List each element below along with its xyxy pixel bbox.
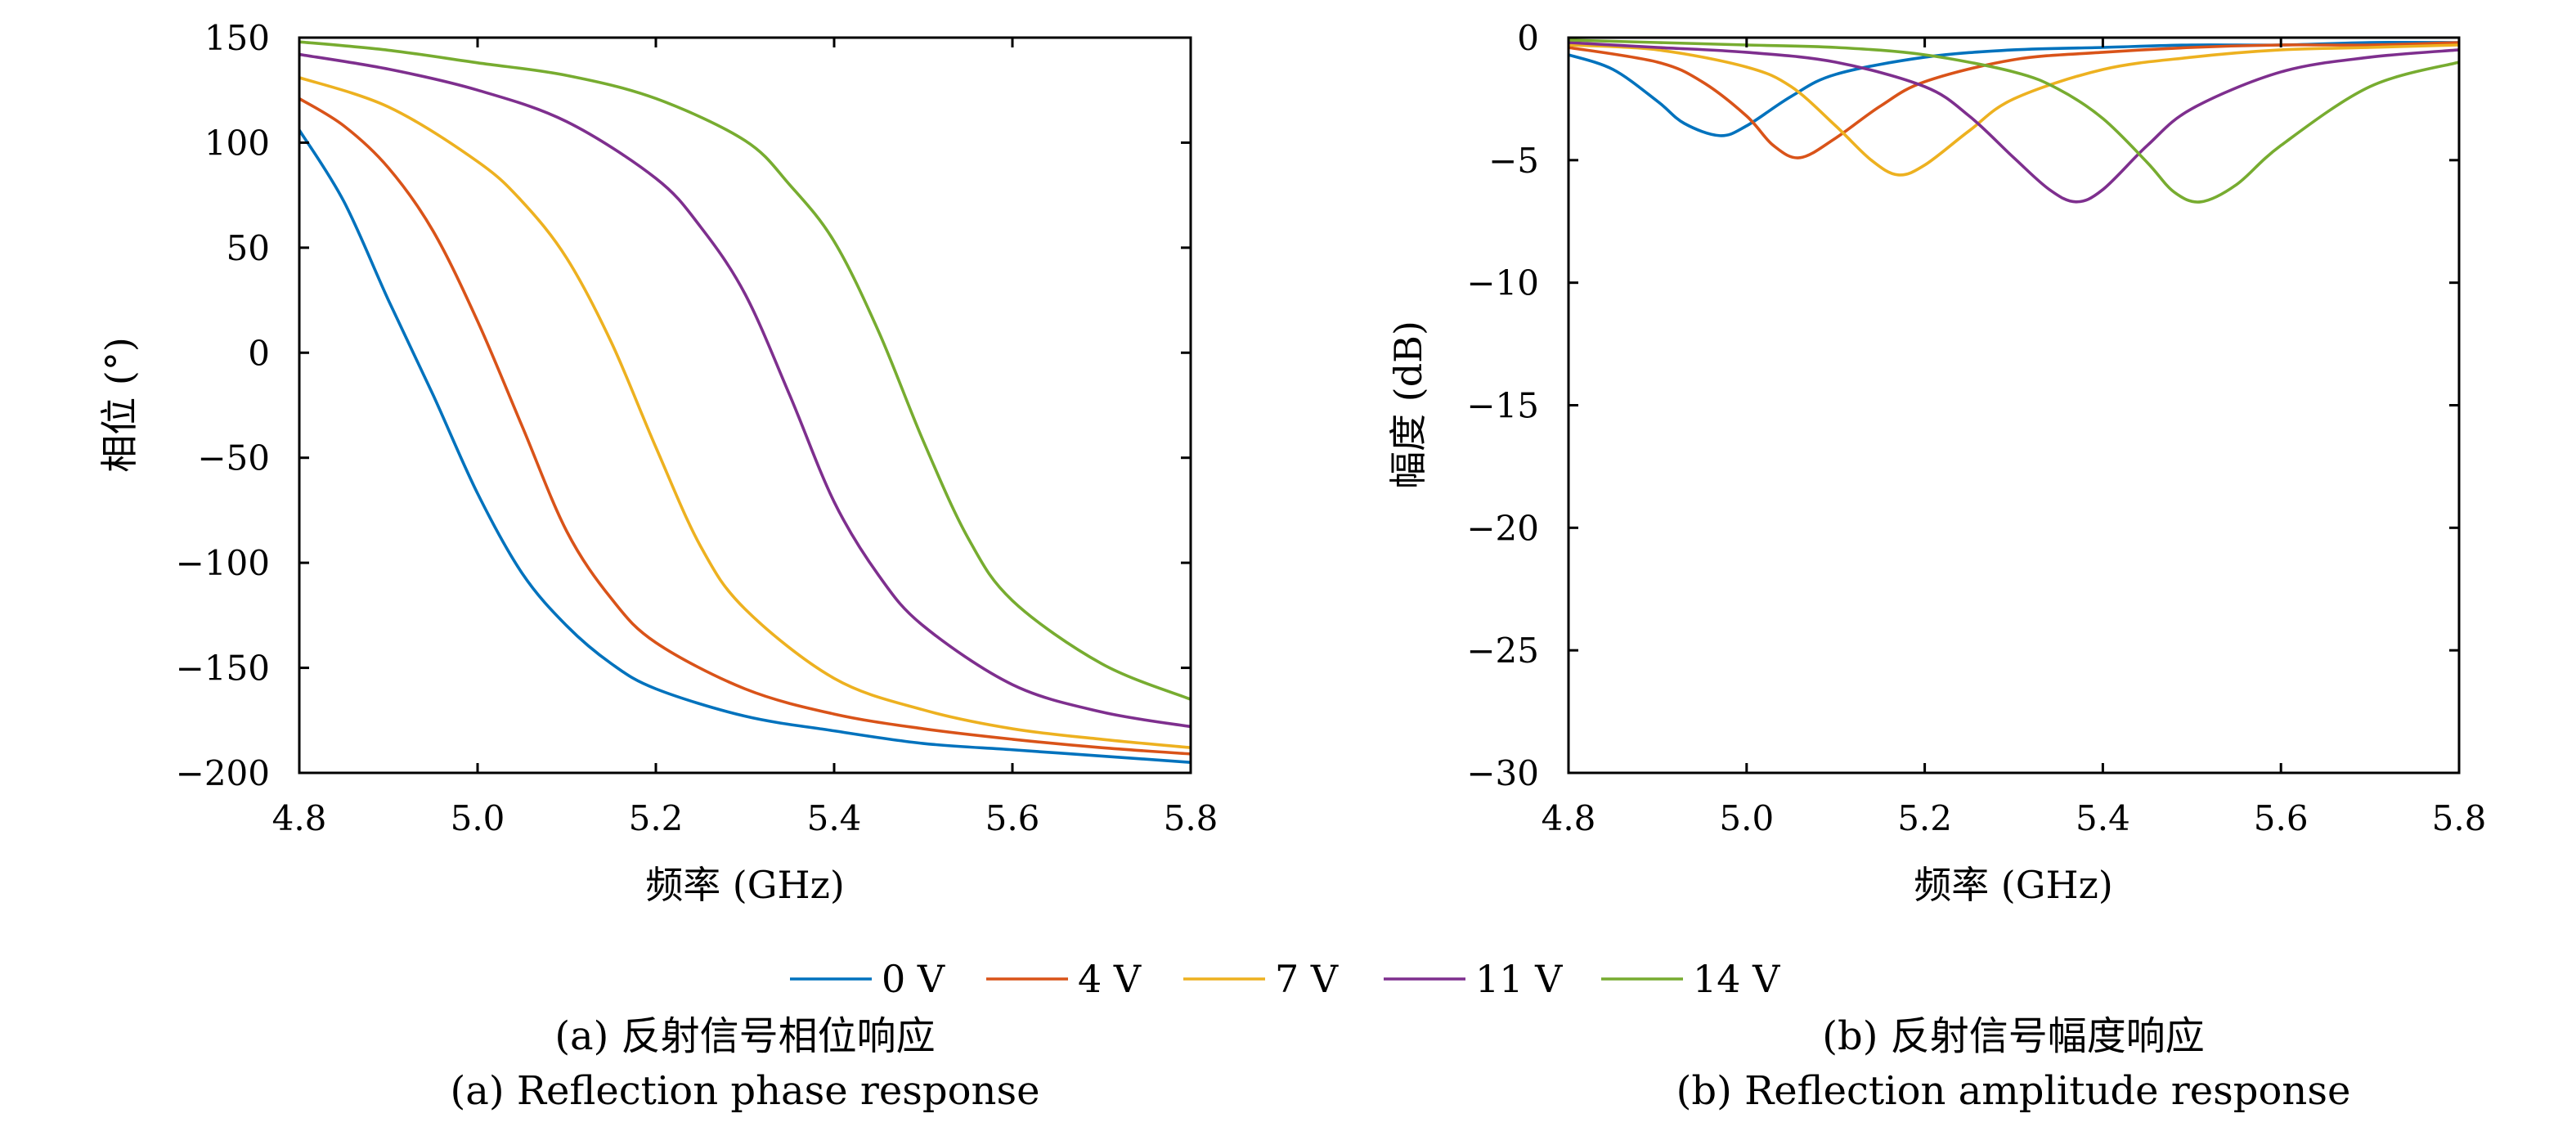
phase-y-tick-label: 150 <box>204 18 270 58</box>
amplitude-series-group <box>1568 38 2459 204</box>
legend-item: 0 V <box>790 957 945 1001</box>
phase-series-4v <box>299 97 1191 756</box>
phase-x-tick-label: 5.6 <box>985 798 1040 838</box>
caption-b-english: (b) Reflection amplitude response <box>1676 1068 2351 1114</box>
amplitude-y-axis-title: 幅度 (dB) <box>1386 321 1430 489</box>
phase-series-11v <box>299 52 1191 729</box>
phase-plot-area: 4.8 5.0 5.2 5.4 5.6 5.8 150 100 50 0 −50 −100 −150 −2… <box>176 18 1218 838</box>
phase-x-tick-label: 5.0 <box>451 798 505 838</box>
phase-y-tick-label: −200 <box>176 753 270 793</box>
amplitude-x-tick-label: 5.8 <box>2432 798 2487 838</box>
caption-a-english: (a) Reflection phase response <box>450 1068 1039 1114</box>
legend-label: 7 V <box>1275 957 1339 1001</box>
legend-label: 14 V <box>1693 957 1780 1001</box>
amplitude-series-14v <box>1568 38 2459 204</box>
legend-item: 14 V <box>1601 957 1780 1001</box>
phase-y-axis-title: 相位 (°) <box>97 337 141 473</box>
amplitude-y-tick-label: −30 <box>1466 753 1539 793</box>
phase-x-tick-label: 5.8 <box>1164 798 1218 838</box>
caption-b-chinese: (b) 反射信号幅度响应 <box>1822 1013 2204 1059</box>
amplitude-y-tick-label: −25 <box>1466 631 1539 671</box>
legend: 0 V 4 V 7 V 11 V 14 V <box>790 957 1780 1001</box>
amplitude-series-4v <box>1568 41 2459 159</box>
phase-y-tick-label: −50 <box>197 438 270 478</box>
phase-series-0v <box>299 128 1191 764</box>
phase-x-tick-label: 5.2 <box>629 798 684 838</box>
phase-x-tick-label: 5.4 <box>807 798 862 838</box>
caption-a-chinese: (a) 反射信号相位响应 <box>554 1013 935 1059</box>
phase-axes-frame <box>298 36 1192 775</box>
phase-chart-panel: 4.8 5.0 5.2 5.4 5.6 5.8 150 100 50 0 −50 −100 −150 −2… <box>97 18 1218 907</box>
amplitude-axes-frame <box>1567 36 2461 775</box>
amplitude-y-tick-label: 0 <box>1517 18 1539 58</box>
amplitude-x-tick-label: 5.6 <box>2254 798 2309 838</box>
phase-y-tick-label: 0 <box>248 333 270 373</box>
legend-item: 11 V <box>1384 957 1563 1001</box>
phase-y-tick-label: 50 <box>227 228 270 268</box>
phase-series-group <box>299 40 1191 764</box>
phase-y-tick-label: 100 <box>204 123 270 163</box>
amplitude-y-tick-label: −20 <box>1466 508 1539 548</box>
legend-label: 0 V <box>882 957 945 1001</box>
amplitude-series-7v <box>1568 43 2459 177</box>
phase-series-14v <box>299 40 1191 701</box>
phase-y-tick-label: −150 <box>176 649 270 689</box>
legend-item: 7 V <box>1183 957 1339 1001</box>
amplitude-x-axis-title: 频率 (GHz) <box>1914 863 2113 907</box>
legend-label: 11 V <box>1475 957 1563 1001</box>
amplitude-y-tick-label: −10 <box>1466 263 1539 303</box>
legend-item: 4 V <box>986 957 1142 1001</box>
phase-y-tick-label: −100 <box>176 543 270 583</box>
amplitude-y-tick-label: −15 <box>1466 386 1539 426</box>
amplitude-series-11v <box>1568 41 2459 204</box>
amplitude-plot-area: 4.8 5.0 5.2 5.4 5.6 5.8 0 −5 −10 −15 −20 −25 −30 <box>1466 18 2486 838</box>
amplitude-x-tick-label: 5.4 <box>2076 798 2130 838</box>
amplitude-x-tick-label: 4.8 <box>1542 798 1596 838</box>
legend-label: 4 V <box>1078 957 1142 1001</box>
phase-x-axis-title: 频率 (GHz) <box>645 863 845 907</box>
phase-x-tick-label: 4.8 <box>272 798 327 838</box>
amplitude-x-tick-label: 5.2 <box>1897 798 1952 838</box>
amplitude-chart-panel: 4.8 5.0 5.2 5.4 5.6 5.8 0 −5 −10 −15 −20 −25 −30 频率 … <box>1386 18 2486 907</box>
phase-series-7v <box>299 76 1191 749</box>
amplitude-y-tick-label: −5 <box>1488 141 1539 181</box>
amplitude-x-tick-label: 5.0 <box>1719 798 1774 838</box>
